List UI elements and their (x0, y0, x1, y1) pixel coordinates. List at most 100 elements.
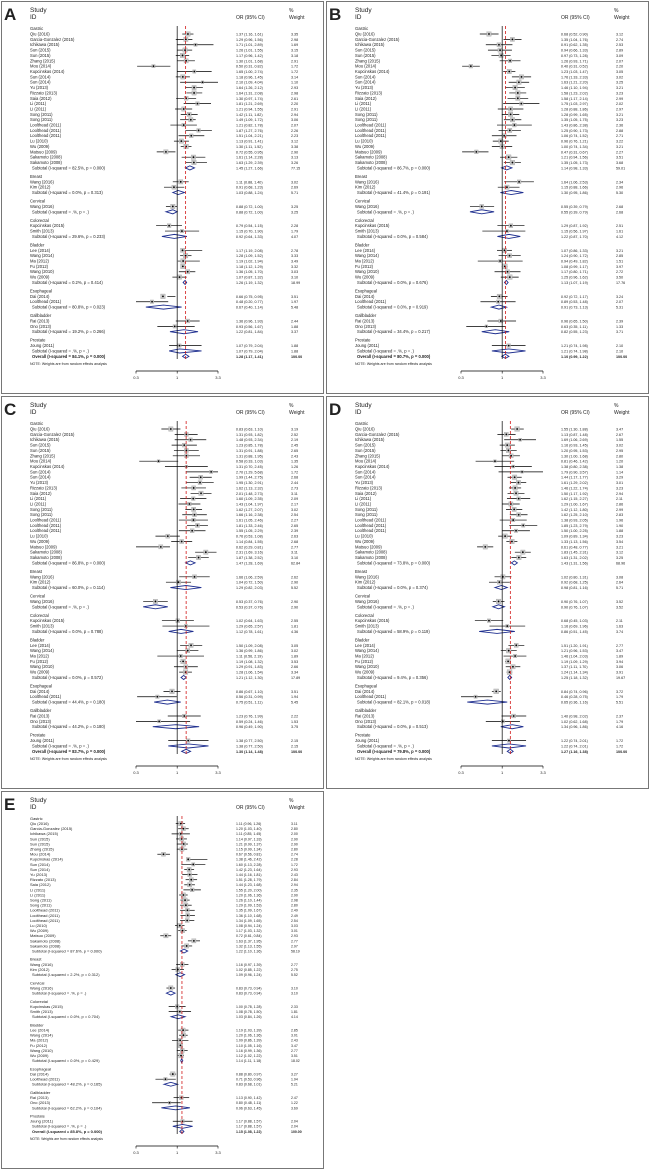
subtotal-or-ci: 1.14 (0.98, 1.33) (561, 166, 588, 170)
point-estimate (197, 556, 200, 559)
weight-text: 2.20 (616, 65, 623, 69)
subtotal-label: Subtotal (I-squared = 48.2%, p = 0.165) (32, 1082, 102, 1087)
weight-text: 2.27 (291, 519, 298, 523)
study-label: Wang (2016) (355, 204, 379, 209)
weight-text: 2.19 (291, 438, 298, 442)
panel-border (1, 791, 324, 1169)
study-label: Mou (2014) (355, 459, 377, 464)
point-estimate (171, 1073, 174, 1075)
or-ci-text: 1.17 (1.19, 2.08) (236, 249, 263, 253)
or-ci-text: 1.07 (0.86, 1.33) (561, 249, 588, 253)
study-label: Wang (2016) (355, 179, 379, 184)
subtotal-diamond (164, 209, 179, 215)
point-estimate (521, 551, 524, 554)
or-ci-text: 1.13 (0.91, 1.41) (236, 140, 263, 144)
weight-text: 1.88 (291, 344, 298, 348)
group-heading: Cervical (30, 980, 44, 985)
or-ci-text: 1.11 (0.88, 1.40) (236, 180, 263, 184)
point-estimate (152, 65, 155, 68)
subtotal-weight: 17.89 (291, 676, 300, 680)
study-label: Wang (2016) (355, 599, 379, 604)
or-ci-text: 1.66 (1.16, 2.38) (236, 513, 263, 517)
study-label: Sun (2015) (355, 48, 376, 53)
subtotal-diamond (493, 585, 509, 591)
study-label: Fu (2012) (355, 659, 374, 664)
subtotal-weight: 4.36 (291, 630, 298, 634)
study-label: Sakamoto (2008) (355, 555, 387, 560)
subtotal-or-ci: 1.22 (0.74, 2.01) (561, 744, 588, 748)
or-ci-text: 1.43 (0.86, 2.38) (561, 124, 588, 128)
weight-text: 3.21 (616, 113, 623, 117)
weight-text: 1.90 (616, 524, 623, 528)
or-ci-text: 1.17 (0.96, 1.42) (236, 54, 263, 58)
or-ci-text: 1.36 (0.99, 1.86) (236, 649, 263, 653)
weight-text: 1.22 (291, 1101, 298, 1105)
column-header-weight: Weight (289, 805, 305, 811)
point-estimate (193, 70, 196, 73)
study-label: Lee (2014) (30, 643, 51, 648)
study-label: Dai (2014) (30, 1071, 49, 1076)
weight-text: 2.07 (616, 59, 623, 63)
point-estimate (184, 904, 187, 907)
point-estimate (191, 529, 194, 532)
weight-text: 2.68 (616, 205, 623, 209)
study-label: Mou (2014) (355, 64, 377, 69)
subtotal-diamond (180, 1057, 184, 1064)
or-ci-text: 1.46 (1.22, 1.74) (561, 486, 588, 490)
column-header-id: ID (30, 14, 37, 21)
study-label: Rizzato (2013) (355, 485, 383, 490)
weight-text: 3.05 (291, 644, 298, 648)
point-estimate (173, 186, 175, 189)
overall-diamond (180, 748, 192, 754)
point-estimate (513, 508, 516, 511)
subtotal-weight: 3.37 (291, 330, 298, 334)
study-label: Lu (2010) (30, 534, 48, 539)
weight-text: 2.83 (616, 513, 623, 517)
weight-text: 2.23 (291, 134, 298, 138)
study-label: Sakamoto (2008) (30, 555, 62, 560)
weight-text: 2.43 (291, 454, 298, 458)
or-ci-text: 2.01 (1.48, 2.73) (236, 492, 263, 496)
or-ci-text: 1.64 (1.31, 2.08) (236, 91, 263, 95)
weight-text: 1.10 (291, 81, 298, 85)
subtotal-diamond (169, 348, 202, 354)
or-ci-text: 1.13 (0.90, 1.42) (236, 1096, 262, 1100)
subtotal-or-ci: 1.13 (1.07, 1.19) (561, 281, 588, 285)
or-ci-text: 0.88 (0.80, 0.97) (236, 1072, 262, 1076)
or-ci-text: 1.95 (1.30, 2.91) (236, 481, 263, 485)
weight-text: 3.47 (616, 649, 623, 653)
study-label: Wu (2009) (30, 275, 50, 280)
or-ci-text: 0.93 (0.56, 1.67) (236, 325, 263, 329)
group-heading: Gallbladder (355, 313, 377, 318)
or-ci-text: 1.29 (1.09, 1.53) (236, 904, 262, 908)
weight-text: 2.90 (291, 837, 298, 841)
or-ci-text: 1.64 (1.26, 2.12) (236, 86, 263, 90)
study-label: Li (2011) (30, 892, 46, 897)
study-label: Sakamoto (2008) (30, 155, 62, 160)
weight-text: 3.54 (616, 540, 623, 544)
weight-text: 2.28 (291, 858, 298, 862)
or-ci-text: 1.31 (0.93, 1.82) (236, 433, 263, 437)
point-estimate (181, 1049, 184, 1052)
or-ci-text: 1.69 (1.06, 2.69) (561, 438, 588, 442)
subtotal-label: Subtotal (I-squared = 0.2%, p = 0.414) (32, 280, 103, 285)
study-label: Loolthead (2011) (355, 123, 387, 128)
or-ci-text: 1.21 (0.82, 1.78) (236, 124, 263, 128)
weight-text: 2.33 (291, 1005, 298, 1009)
study-label: Song (2011) (30, 512, 53, 517)
subtotal-diamond (170, 585, 202, 591)
weight-text: 2.80 (291, 848, 298, 852)
point-estimate (506, 186, 508, 189)
or-ci-text: 1.21 (0.94, 1.55) (236, 107, 263, 111)
study-label: Sun (2014) (355, 74, 376, 79)
subtotal-weight: 5.52 (291, 586, 298, 590)
or-ci-text: 1.28 (1.09, 1.52) (236, 254, 263, 258)
weight-text: 2.11 (616, 497, 623, 501)
study-label: Lee (2014) (355, 643, 376, 648)
weight-text: 3.14 (291, 75, 298, 79)
study-label: Rai (2013) (30, 1095, 49, 1100)
weight-text: 3.23 (616, 486, 623, 490)
column-header-pct: % (289, 8, 294, 14)
point-estimate (182, 660, 185, 663)
or-ci-text: 1.44 (1.17, 1.77) (561, 476, 588, 480)
